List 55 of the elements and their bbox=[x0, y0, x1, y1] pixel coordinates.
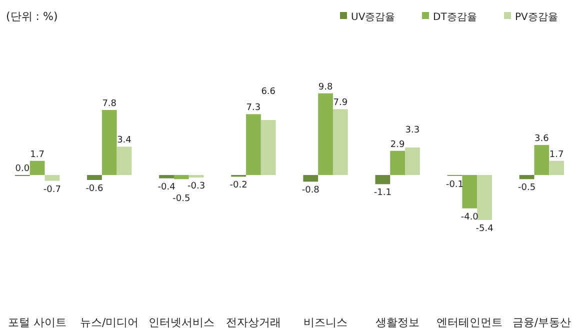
data-label: -0.6 bbox=[86, 184, 104, 194]
bar bbox=[246, 114, 261, 175]
data-label: -0.8 bbox=[302, 186, 320, 196]
bar bbox=[159, 175, 174, 178]
data-label: 7.3 bbox=[246, 103, 261, 114]
x-tick-label: 전자상거래 bbox=[226, 316, 281, 329]
bar bbox=[477, 175, 492, 220]
bar bbox=[174, 175, 189, 180]
x-tick-label: 생활정보 bbox=[376, 316, 420, 329]
bar bbox=[534, 145, 550, 175]
data-label: 1.7 bbox=[30, 150, 44, 160]
data-label: 1.7 bbox=[549, 150, 564, 160]
bar bbox=[102, 110, 117, 175]
bar bbox=[462, 175, 478, 208]
data-label: 3.3 bbox=[405, 126, 420, 136]
data-label: -0.2 bbox=[230, 180, 248, 191]
data-label: 2.9 bbox=[390, 140, 406, 150]
x-tick-label: 엔터테인먼트 bbox=[436, 316, 503, 329]
bar bbox=[390, 150, 406, 175]
data-label: -0.4 bbox=[158, 182, 176, 192]
x-tick-label: 뉴스/미디어 bbox=[80, 316, 139, 329]
bar bbox=[116, 146, 132, 175]
bar bbox=[30, 160, 45, 175]
text: (단위 : %) bbox=[6, 10, 58, 23]
data-label: 7.9 bbox=[333, 98, 348, 108]
data-label: -0.5 bbox=[518, 183, 536, 194]
bar bbox=[375, 175, 390, 184]
data-label: -1.1 bbox=[374, 188, 392, 198]
data-label: -5.4 bbox=[476, 224, 494, 234]
data-label: 3.6 bbox=[534, 134, 550, 144]
bar bbox=[260, 120, 276, 175]
data-label: -4.0 bbox=[460, 212, 479, 222]
x-tick-label: 인터넷서비스 bbox=[148, 316, 214, 329]
x-tick-label: 비즈니스 bbox=[304, 316, 348, 329]
data-label: -0.5 bbox=[172, 194, 190, 204]
legend-label: DT증감율 bbox=[433, 12, 477, 23]
data-label: 3.4 bbox=[117, 136, 132, 146]
bar bbox=[318, 93, 333, 175]
data-label: -0.3 bbox=[188, 182, 206, 192]
data-label: 7.8 bbox=[102, 99, 117, 109]
data-label: 6.6 bbox=[261, 87, 276, 97]
bar bbox=[44, 175, 60, 181]
bar bbox=[519, 175, 534, 180]
x-tick-label: 포털 사이트 bbox=[8, 316, 67, 329]
legend-label: UV증감율 bbox=[351, 12, 396, 23]
bar bbox=[332, 109, 348, 175]
bar bbox=[87, 175, 102, 180]
legend-label: PV증감율 bbox=[515, 12, 558, 23]
data-label: -0.7 bbox=[43, 184, 61, 195]
data-label: 9.8 bbox=[318, 82, 333, 92]
data-label: 0.0 bbox=[15, 164, 30, 174]
bar bbox=[549, 160, 564, 175]
bar bbox=[405, 148, 420, 175]
bar bbox=[303, 175, 318, 182]
x-tick-label: 금융/부동산 bbox=[512, 316, 572, 329]
